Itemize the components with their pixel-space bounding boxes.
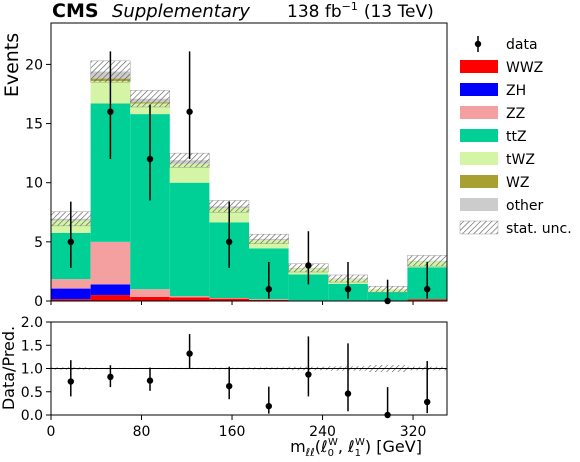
- ratio-y-tick-label-0.0: 0.0: [21, 408, 43, 424]
- bar-WWZ-bin-2: [130, 296, 170, 301]
- data-point-0: [67, 238, 75, 246]
- main-y-axis: 0 5 10 15 20: [25, 57, 414, 310]
- x-label-comma: ,: [338, 437, 348, 456]
- ratio-point-2: [146, 377, 154, 384]
- bar-ZH-bin-1: [90, 284, 131, 296]
- x-label-paren-open: (: [315, 437, 321, 456]
- legend-swatch-WWZ: [460, 60, 498, 73]
- data-point-5: [265, 285, 272, 293]
- ratio-y-tick-label-0.5: 0.5: [21, 385, 43, 401]
- legend-swatch-ZH: [460, 83, 498, 96]
- legend-label-data: data: [506, 37, 538, 53]
- legend-label-ZZ: ZZ: [506, 106, 525, 122]
- energy-value: (13 TeV): [364, 2, 434, 22]
- legend-swatch-stat-unc: [459, 220, 499, 235]
- x-axis-label: mℓℓ(ℓ0W, ℓ1W) [GeV]: [290, 437, 422, 459]
- x-label-paren-close: ): [365, 437, 371, 456]
- ratio-point-0: [67, 378, 75, 385]
- x-tick-label-160: 160: [219, 424, 246, 440]
- x-label-l1-sub: 1: [355, 448, 361, 459]
- data-point-4: [226, 238, 233, 246]
- supplementary-label: Supplementary: [112, 1, 250, 22]
- ratio-y-tick-label-1.5: 1.5: [21, 338, 43, 354]
- data-point-2: [146, 155, 154, 163]
- main-plot: [50, 51, 448, 305]
- ratio-point-3: [186, 350, 193, 357]
- main-y-tick-label-10: 10: [25, 176, 43, 192]
- main-y-tick-label-0: 0: [34, 294, 43, 310]
- bar-WWZ-bin-5: [249, 299, 289, 301]
- x-label-l0-sup: W: [328, 437, 338, 448]
- main-y-tick-label-15: 15: [25, 117, 43, 133]
- legend-swatch-other: [460, 198, 498, 211]
- legend-label-statunc: stat. unc.: [506, 221, 572, 237]
- bar-WWZ-bin-9: [407, 299, 447, 301]
- data-point-7: [344, 285, 352, 293]
- ratio-y-tick-label-2.0: 2.0: [21, 315, 43, 331]
- legend-label-WWZ: WWZ: [506, 60, 543, 76]
- x-label-unit: [GeV]: [371, 437, 422, 456]
- legend-label-other: other: [506, 198, 544, 214]
- bar-tWZ-bin-3: [169, 163, 210, 183]
- legend-label-ttZ: ttZ: [506, 129, 527, 145]
- x-label-l0-sub: 0: [328, 448, 334, 459]
- cms-label: CMS: [52, 0, 99, 22]
- legend-swatch-ttZ: [460, 129, 498, 142]
- lumi-value: 138 fb: [287, 2, 342, 22]
- legend-swatch-WZ: [460, 175, 498, 188]
- bar-WWZ-bin-3: [169, 297, 210, 301]
- bar-ZZ-bin-5: [249, 299, 289, 300]
- data-point-3: [186, 108, 193, 115]
- legend-label-ZH: ZH: [506, 83, 526, 99]
- main-y-tick-label-20: 20: [25, 57, 43, 73]
- bar-ZZ-bin-3: [169, 296, 210, 298]
- stat-unc-bin-2: [129, 90, 170, 108]
- legend-data-marker: [474, 40, 482, 48]
- x-label-l1: ℓ: [347, 437, 355, 456]
- ratio-y-tick-label-1.0: 1.0: [21, 362, 43, 378]
- data-point-6: [305, 262, 312, 269]
- x-tick-label-320: 320: [400, 424, 427, 440]
- ratio-point-5: [265, 402, 272, 410]
- legend-label-WZ: WZ: [506, 175, 529, 191]
- x-label-subscript: ℓℓ: [305, 446, 315, 459]
- x-label-m: m: [290, 437, 306, 456]
- data-point-1: [107, 108, 114, 115]
- data-point-9: [424, 285, 431, 293]
- legend: data WWZ ZH ZZ ttZ tWZ WZ other stat. unc.: [459, 36, 572, 237]
- main-y-tick-label-5: 5: [34, 235, 43, 251]
- bar-ZZ-bin-1: [90, 241, 131, 285]
- legend-label-tWZ: tWZ: [506, 152, 535, 168]
- legend-swatch-tWZ: [460, 152, 498, 165]
- x-label-l1-sup: W: [355, 437, 365, 448]
- bar-ZZ-bin-0: [51, 279, 91, 289]
- x-tick-label-0: 0: [47, 424, 56, 440]
- ratio-point-4: [226, 382, 233, 390]
- bar-WWZ-bin-4: [209, 298, 249, 301]
- lumi-exponent: −1: [342, 0, 358, 13]
- main-y-label: Events: [1, 33, 23, 97]
- ratio-point-1: [107, 373, 114, 381]
- bar-WWZ-bin-1: [90, 295, 131, 301]
- x-tick-label-240: 240: [309, 424, 336, 440]
- lumi-label: 138 fb−1 (13 TeV): [287, 0, 434, 22]
- ratio-point-6: [305, 371, 312, 378]
- bar-ZH-bin-0: [51, 288, 91, 300]
- stat-unc-bin-5: [248, 233, 289, 244]
- bar-tWZ-bin-5: [249, 240, 289, 249]
- bar-WWZ-bin-0: [51, 299, 91, 301]
- ratio-axes: 0.0 0.5 1.0 1.5 2.0 0 80 160 240 320: [21, 315, 427, 440]
- bar-ttZ-bin-3: [169, 182, 210, 297]
- bar-ZZ-bin-4: [209, 298, 249, 299]
- ratio-point-9: [424, 398, 431, 406]
- ratio-point-7: [344, 390, 352, 397]
- legend-swatch-ZZ: [460, 106, 498, 119]
- main-plot-frame: [50, 22, 448, 302]
- ratio-plot: [51, 334, 447, 419]
- bar-ZZ-bin-2: [130, 289, 170, 297]
- x-tick-label-80: 80: [133, 424, 151, 440]
- ratio-y-label: Data/Pred.: [0, 326, 18, 410]
- x-label-l0: ℓ: [320, 437, 328, 456]
